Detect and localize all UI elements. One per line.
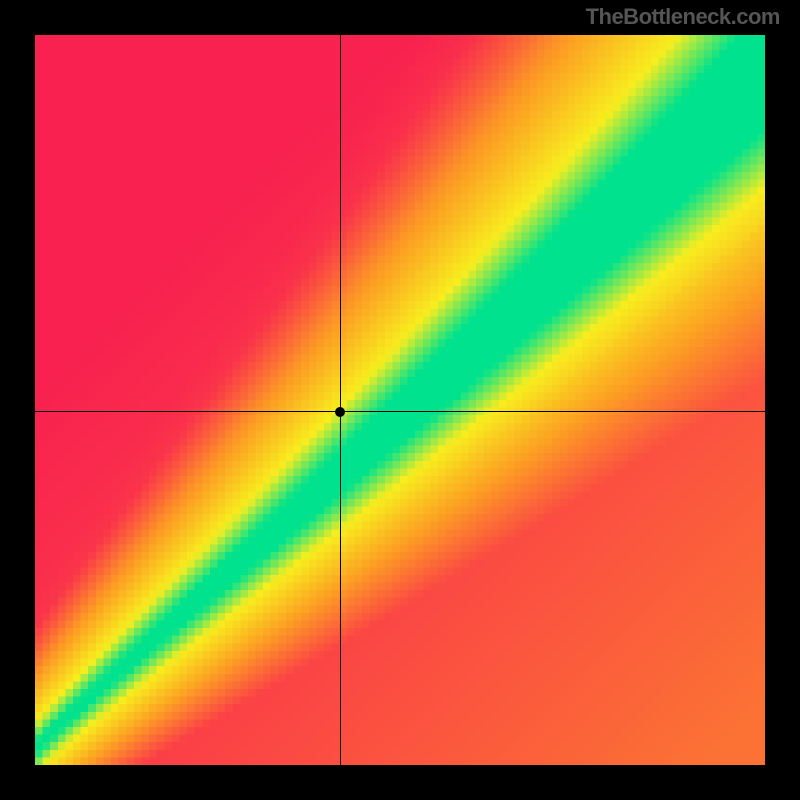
crosshair-marker <box>335 407 345 417</box>
watermark-text: TheBottleneck.com <box>586 4 780 30</box>
heatmap-canvas <box>35 35 765 765</box>
bottleneck-heatmap <box>35 35 765 765</box>
crosshair-vertical <box>340 35 341 765</box>
crosshair-horizontal <box>35 411 765 412</box>
